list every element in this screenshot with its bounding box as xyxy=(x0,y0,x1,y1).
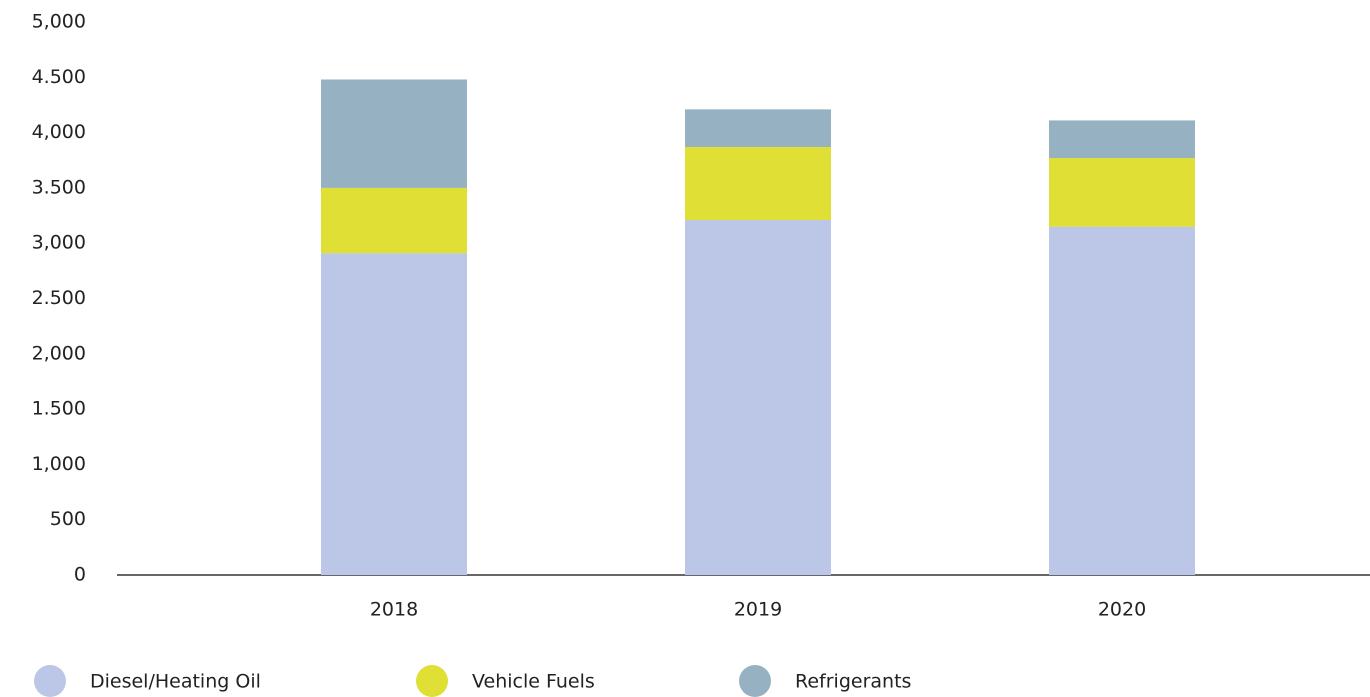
x-tick-label: 2018 xyxy=(370,599,418,621)
y-tick-label: 5,000 xyxy=(32,11,86,33)
legend-label: Refrigerants xyxy=(795,671,911,693)
y-tick-label: 1,000 xyxy=(32,453,86,475)
bar-segment xyxy=(321,253,467,576)
legend-swatch xyxy=(416,665,448,697)
y-tick-label: 0 xyxy=(74,564,86,586)
y-tick-label: 1.500 xyxy=(32,398,86,420)
legend-label: Vehicle Fuels xyxy=(472,671,595,693)
x-tick-label: 2020 xyxy=(1098,599,1146,621)
y-tick-label: 500 xyxy=(50,508,86,530)
y-tick-label: 4,000 xyxy=(32,121,86,143)
bar-segment xyxy=(685,146,831,220)
bar-segment xyxy=(1049,120,1195,159)
bar-segment xyxy=(321,187,467,254)
y-tick-label: 3,000 xyxy=(32,232,86,254)
legend-swatch xyxy=(34,665,66,697)
y-tick-label: 2.500 xyxy=(32,287,86,309)
x-tick-label: 2019 xyxy=(734,599,782,621)
bar-segment xyxy=(1049,158,1195,227)
y-tick-label: 2,000 xyxy=(32,342,86,364)
bar-segment xyxy=(321,79,467,188)
y-tick-label: 4.500 xyxy=(32,66,86,88)
legend-swatch xyxy=(739,665,771,697)
bar-segment xyxy=(685,219,831,575)
bar-segment xyxy=(685,109,831,147)
y-tick-label: 3.500 xyxy=(32,176,86,198)
bar-segment xyxy=(1049,226,1195,576)
legend-label: Diesel/Heating Oil xyxy=(90,671,261,693)
